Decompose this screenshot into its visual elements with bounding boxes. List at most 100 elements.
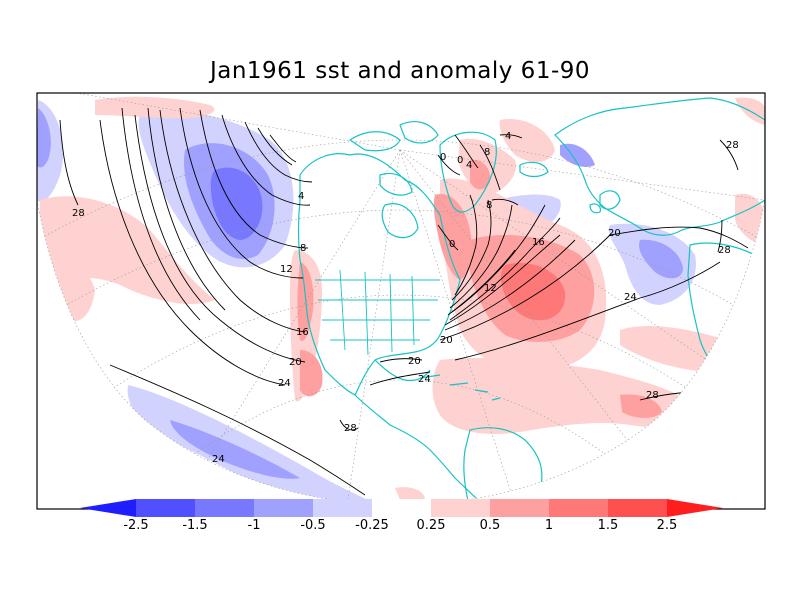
us-states xyxy=(315,269,440,356)
map-title: Jan1961 sst and anomaly 61-90 xyxy=(209,58,591,84)
colorbar-tick-label: 0.25 xyxy=(417,518,446,533)
contour-label: 24 xyxy=(278,378,291,389)
anomaly-negative-west-core xyxy=(37,108,51,168)
sst-contours xyxy=(59,107,749,496)
coast-gulf xyxy=(374,359,431,382)
contour-label: 28 xyxy=(718,245,731,256)
contour-atl-a xyxy=(449,217,561,321)
colorbar-segment xyxy=(490,499,549,517)
contour-8-arctic xyxy=(479,144,501,191)
anomaly-negative-arctic xyxy=(560,143,595,167)
contour-label: 20 xyxy=(408,356,421,367)
contour-label: 28 xyxy=(646,390,659,401)
contour-label: 0 xyxy=(457,155,463,166)
contour-20-atlantic xyxy=(439,234,611,341)
contour-24-south xyxy=(109,364,366,496)
contour-0-arctic xyxy=(437,154,461,176)
colorbar-tick-label: 1.5 xyxy=(598,518,619,533)
contour-28-east-3 xyxy=(717,219,723,253)
contour-label: 8 xyxy=(300,243,306,254)
contour-0-atlantic xyxy=(454,194,478,296)
anomaly-negative-south-pacific xyxy=(127,385,385,509)
anomaly-positive-labrador xyxy=(433,194,472,280)
colorbar-segment xyxy=(254,499,313,517)
contour-extra-3 xyxy=(269,134,297,163)
contour-8-west xyxy=(199,109,309,249)
colorbar-tick-label: 2.5 xyxy=(657,518,678,533)
contour-extra-5 xyxy=(147,107,226,311)
colorbar-tick-label: -0.25 xyxy=(355,518,389,533)
contour-28-east-2 xyxy=(719,139,739,171)
contour-extra-2 xyxy=(257,127,293,166)
contour-label: 4 xyxy=(505,131,511,142)
contour-4-atlantic xyxy=(451,199,492,301)
contour-20-gulf xyxy=(379,358,423,363)
contour-20-east xyxy=(609,226,749,249)
contour-label: 28 xyxy=(72,208,85,219)
anomaly-positive-north-pacific xyxy=(95,96,215,119)
anomaly-negative-pacific-center xyxy=(210,167,263,240)
contour-24-atlantic xyxy=(454,297,641,361)
colorbar-tick-label: 1 xyxy=(545,518,553,533)
contour-label: 16 xyxy=(296,327,309,338)
contour-0-greenland xyxy=(437,224,459,251)
colorbar-segment xyxy=(549,499,608,517)
contour-label: 12 xyxy=(484,283,497,294)
contour-extra-1 xyxy=(244,121,313,183)
contour-atl-b xyxy=(451,204,546,313)
colorbar-arrow-high xyxy=(667,499,723,517)
contour-label: 8 xyxy=(486,200,492,211)
contour-label: 28 xyxy=(344,423,357,434)
anomaly-positive-baja xyxy=(300,350,323,397)
coast-iceland xyxy=(519,161,549,178)
contour-label: 20 xyxy=(608,228,621,239)
contour-28-south xyxy=(339,419,359,431)
contour-label: 12 xyxy=(280,264,293,275)
anomaly-negative-south-pacific-core xyxy=(170,420,300,479)
anomaly-positive-west-pacific xyxy=(37,196,215,315)
contour-label: 4 xyxy=(466,160,472,171)
contour-atl-c xyxy=(444,239,576,331)
colorbar-tick-label: -1 xyxy=(248,518,261,533)
contour-label: 16 xyxy=(532,237,545,248)
coast-central-america xyxy=(354,394,479,501)
contour-28-west xyxy=(59,119,79,206)
contour-label: 24 xyxy=(418,374,431,385)
contour-8-atlantic xyxy=(449,204,513,309)
colorbar-segment xyxy=(195,499,254,517)
contour-label: 0 xyxy=(449,239,455,250)
colorbar-segment xyxy=(431,499,490,517)
coast-british-isles xyxy=(589,190,621,214)
colorbar-arrow-low xyxy=(80,499,136,517)
anomaly-positive-tropical-atlantic-core xyxy=(620,394,662,418)
colorbar-segment xyxy=(372,499,431,517)
colorbar-tick-label: -0.5 xyxy=(300,518,325,533)
contour-4-arctic xyxy=(454,134,479,169)
contour-extra-4 xyxy=(121,107,201,321)
colorbar-segment xyxy=(313,499,372,517)
contour-24-west xyxy=(99,119,286,386)
contour-16-west xyxy=(159,109,306,333)
colorbar-segment xyxy=(136,499,195,517)
projection-outside xyxy=(37,200,765,509)
contour-24-east xyxy=(639,261,721,299)
anomaly-shading xyxy=(37,96,765,509)
colorbar-segment xyxy=(608,499,667,517)
contour-16-atlantic xyxy=(444,234,561,326)
contour-12-west xyxy=(179,107,304,279)
contour-label: 0 xyxy=(440,152,446,163)
coast-arctic-islands xyxy=(349,121,439,196)
contour-4-north xyxy=(499,134,523,139)
map-content: 28 28 28 28 28 24 24 24 24 20 20 20 20 1… xyxy=(37,93,765,509)
coast-hudson-bay xyxy=(381,203,419,239)
contour-8-north xyxy=(491,198,519,206)
coast-caribbean xyxy=(419,374,501,401)
colorbar-tick-label: 0.5 xyxy=(480,518,501,533)
colorbar-tick-label: -1.5 xyxy=(182,518,207,533)
coast-europe xyxy=(554,97,765,236)
anomaly-positive-south xyxy=(395,487,425,500)
contour-label: 8 xyxy=(484,147,490,158)
anomaly-negative-europe-core xyxy=(639,239,683,279)
contour-label: 24 xyxy=(212,454,225,465)
